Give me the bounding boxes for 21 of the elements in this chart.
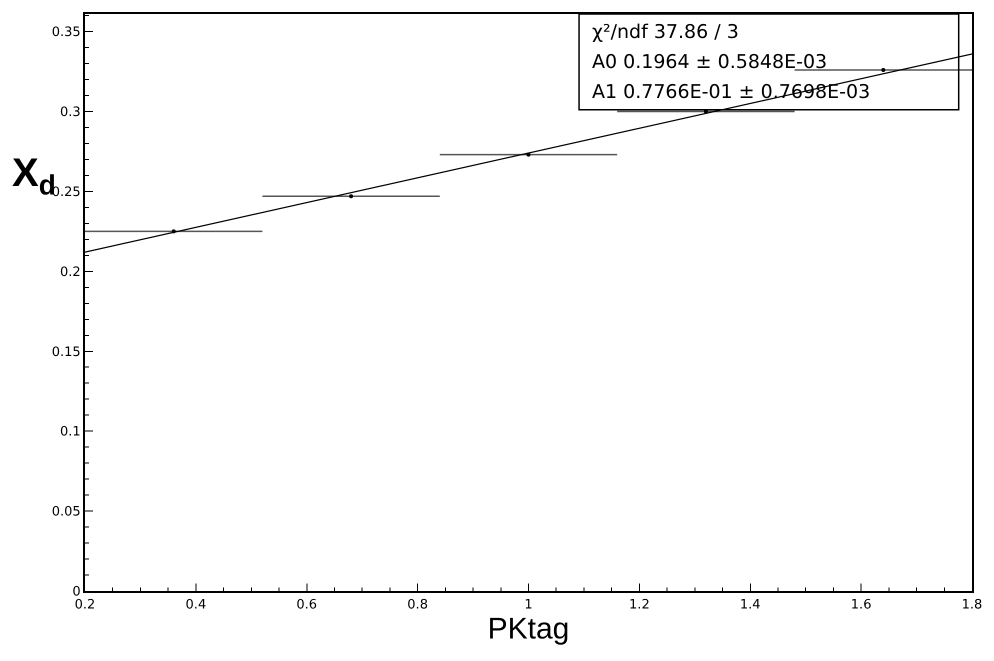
point [349, 194, 354, 198]
y-tick-label: 0.35 [52, 25, 81, 40]
x-tick-label: 1.4 [740, 597, 761, 612]
x-tick-label: 1.8 [962, 597, 982, 612]
y-tick-label: 0.1 [60, 424, 81, 440]
y-tick-label: 0.05 [52, 504, 81, 520]
x-tick-label: 0.6 [296, 597, 318, 612]
x-tick-label: 0.8 [407, 597, 428, 612]
annotation: χ²/ndf 37.86 / 3 [592, 21, 739, 43]
annotation: A0 0.1964 ± 0.5848E-03 [592, 51, 828, 73]
x-axis-title: PKtag [488, 612, 570, 646]
x-tick-label: 1.6 [850, 597, 872, 612]
point [881, 68, 886, 72]
x-tick-label: 0.2 [74, 597, 96, 612]
y-tick-label: 0.15 [52, 344, 81, 360]
x-tick-label: 1 [524, 597, 533, 612]
x-tick-label: 1.2 [629, 597, 650, 612]
x-tick-label: 0.4 [186, 597, 206, 612]
y-tick-label: 0.3 [60, 105, 81, 120]
y-tick-label: 0.2 [60, 264, 81, 280]
y-tick-label: 0 [72, 584, 81, 600]
